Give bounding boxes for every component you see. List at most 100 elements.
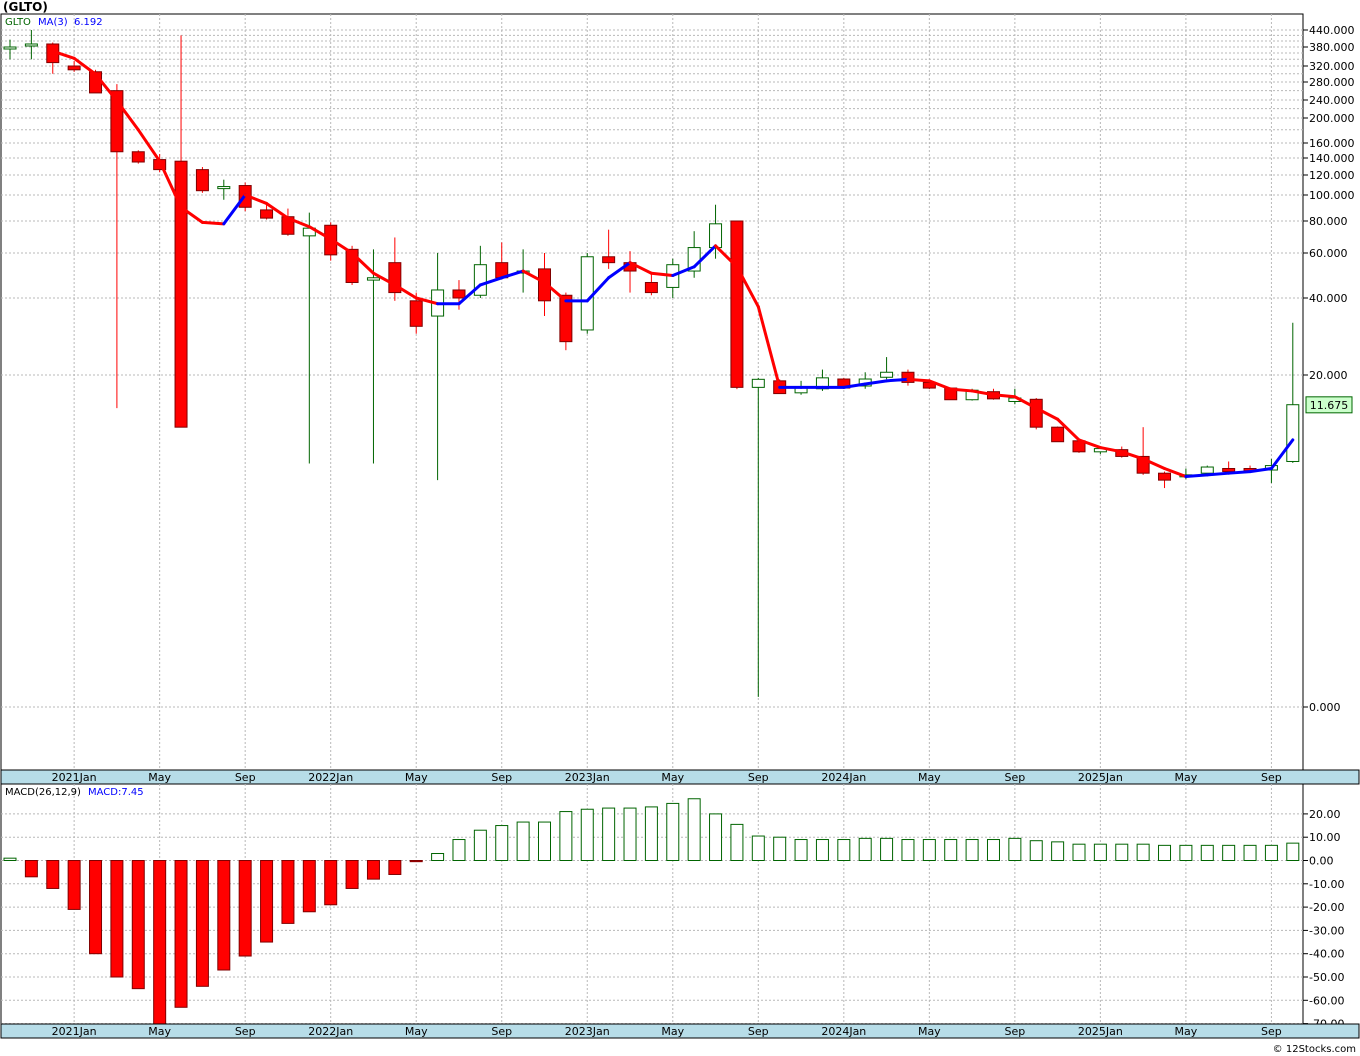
macd-bar-positive (1008, 837, 1022, 861)
ma3-line-segment (200, 220, 226, 226)
macd-bar-negative (366, 860, 380, 880)
macd-bar-positive (815, 839, 829, 862)
candle-body-up (880, 371, 894, 378)
x-axis-label: 2022Jan (308, 1025, 353, 1038)
macd-bar-positive (880, 837, 894, 861)
ma3-line-segment (991, 393, 1017, 399)
ma3-line-segment (628, 261, 653, 275)
macd-y-tick-label: 0.00 (1309, 855, 1334, 868)
macd-bar-positive (644, 806, 658, 861)
macd-bar-positive (1243, 844, 1257, 861)
x-axis-label: May (661, 1025, 684, 1038)
macd-bar-positive (1200, 844, 1214, 861)
candle-body-down (131, 151, 145, 163)
candle-body-down (644, 281, 658, 294)
candle-body-up (1286, 404, 1300, 462)
candle-body-up (751, 378, 765, 388)
ma3-line-segment (970, 389, 995, 397)
candle-body-up (580, 256, 594, 331)
ma3-line-segment (371, 271, 397, 287)
candle-body-up (473, 264, 487, 296)
x-axis-label: 2021Jan (52, 1025, 97, 1038)
x-axis-label: Sep (235, 1025, 256, 1038)
macd-legend-label: MACD(26,12,9) (5, 787, 81, 798)
candle-body-up (24, 43, 38, 47)
macd-y-tick-label: -40.00 (1309, 948, 1344, 961)
ma3-line-segment (585, 276, 611, 303)
x-axis-label: May (918, 1025, 941, 1038)
x-axis-label: 2023Jan (565, 1025, 610, 1038)
macd-bar-positive (986, 839, 1000, 862)
x-axis-label: May (405, 771, 428, 784)
price-y-tick-label: 120.000 (1309, 169, 1355, 182)
ma3-line-segment (478, 276, 504, 287)
macd-bar-positive (751, 835, 765, 861)
macd-bar-negative (281, 860, 295, 924)
macd-bar-negative (174, 860, 188, 1008)
macd-bar-negative (89, 860, 103, 955)
x-axis-label: 2022Jan (308, 771, 353, 784)
macd-bar-positive (1029, 840, 1043, 862)
ma3-line-segment (393, 283, 418, 300)
x-axis-label: May (148, 1025, 171, 1038)
ma3-line-segment (1269, 438, 1295, 471)
candle-body-down (1222, 468, 1236, 473)
x-axis-label: May (918, 771, 941, 784)
macd-y-tick-label: 10.00 (1309, 831, 1341, 844)
candle-body-down (195, 169, 209, 192)
price-y-tick-label: 60.000 (1309, 247, 1348, 260)
macd-bar-positive (1286, 842, 1300, 861)
macd-bar-positive (1222, 844, 1236, 861)
macd-bar-positive (1093, 843, 1107, 862)
macd-bar-negative (153, 860, 167, 1025)
macd-y-tick-label: -60.00 (1309, 994, 1344, 1007)
price-y-tick-label: 0.000 (1309, 701, 1341, 714)
macd-bar-negative (324, 860, 338, 906)
ma3-line-segment (329, 237, 354, 255)
ma3-line-segment (1141, 457, 1167, 471)
ma3-line-segment (714, 244, 739, 269)
macd-bar-positive (858, 837, 872, 861)
candle-body-up (3, 46, 17, 50)
ma3-line-segment (543, 280, 568, 303)
ma3-line-segment (1205, 471, 1231, 477)
macd-bar-positive (623, 807, 637, 862)
candle-body-down (559, 294, 573, 343)
ma3-line-segment (671, 265, 696, 277)
macd-bar-positive (473, 829, 487, 862)
price-y-tick-label: 140.000 (1309, 152, 1355, 165)
ma3-line-segment (414, 296, 440, 306)
last-price-label: 11.675 (1310, 399, 1349, 412)
x-axis-label: May (1175, 1025, 1198, 1038)
macd-bar-positive (901, 839, 915, 862)
x-axis-label: 2025Jan (1078, 1025, 1123, 1038)
ma3-line-segment (1163, 467, 1188, 479)
x-axis-label: Sep (1261, 771, 1282, 784)
macd-bar-positive (1158, 844, 1172, 861)
ma3-line-segment (1056, 417, 1081, 442)
macd-bar-positive (1115, 843, 1129, 862)
ma3-line-segment (500, 269, 525, 280)
macd-bar-negative (409, 860, 423, 863)
candle-body-up (366, 277, 380, 281)
macd-y-tick-label: -30.00 (1309, 924, 1344, 937)
macd-bar-negative (110, 860, 124, 978)
macd-bar-positive (922, 839, 936, 862)
macd-bar-negative (238, 860, 252, 957)
ma3-line-segment (1184, 473, 1209, 479)
x-axis-label: Sep (491, 771, 512, 784)
macd-bar-negative (388, 860, 402, 875)
price-y-tick-label: 320.000 (1309, 60, 1355, 73)
ma3-line-segment (1013, 395, 1038, 410)
price-y-tick-label: 80.000 (1309, 215, 1348, 228)
copyright-notice: © 12Stocks.com (1272, 1044, 1356, 1055)
ma3-line-segment (906, 377, 931, 383)
macd-bar-negative (24, 860, 38, 878)
macd-bar-positive (709, 813, 723, 862)
price-y-tick-label: 20.000 (1309, 369, 1348, 382)
macd-y-tick-label: -20.00 (1309, 901, 1344, 914)
ma3-line-segment (1227, 470, 1252, 475)
ma3-line-segment (885, 377, 910, 383)
ma3-line-segment (756, 305, 782, 389)
